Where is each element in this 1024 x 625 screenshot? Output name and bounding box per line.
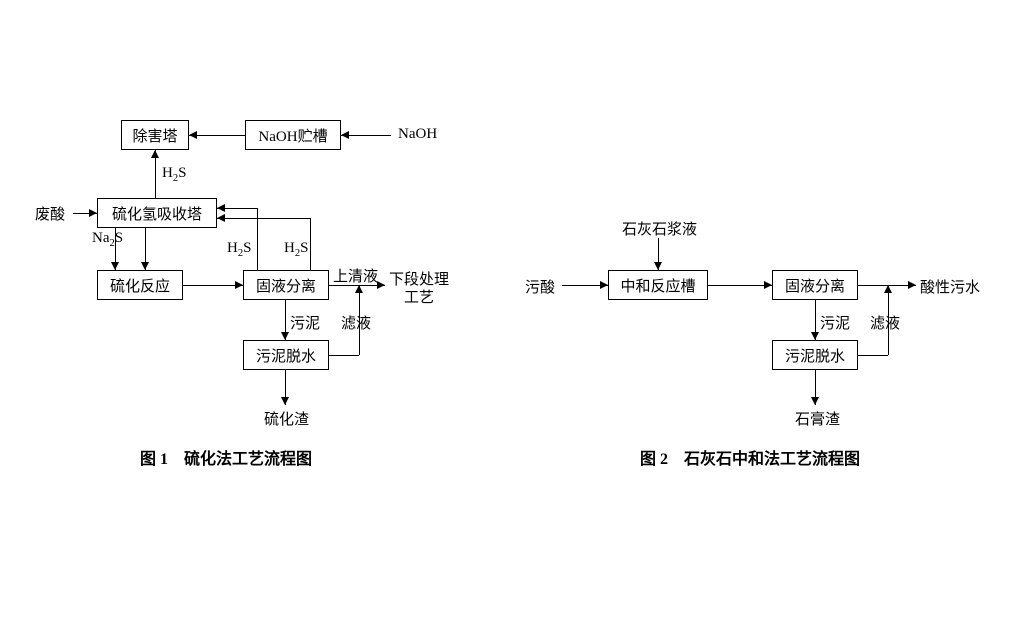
node-sludge-dewater-1: 污泥脱水 (243, 340, 329, 370)
node-label: 固液分离 (256, 275, 316, 296)
label-downstream2: 工艺 (404, 286, 434, 307)
label-sulf-slag: 硫化渣 (264, 408, 309, 429)
label-filtrate-1: 滤液 (341, 312, 371, 333)
node-label: 中和反应槽 (620, 275, 695, 296)
label-h2s-a: H2S (162, 165, 186, 184)
node-label: 固液分离 (785, 275, 845, 296)
caption-fig2: 图 2 石灰石中和法工艺流程图 (640, 445, 860, 469)
diagram-container: 除害塔 NaOH贮槽 NaOH H2S 硫化氢吸收塔 废酸 Na2S 硫化反应 … (0, 0, 1024, 625)
node-solid-liquid-2: 固液分离 (772, 270, 858, 300)
label-h2s-c: H2S (284, 240, 308, 259)
node-sulf-reaction: 硫化反应 (97, 270, 183, 300)
node-label: 污泥脱水 (785, 345, 845, 366)
label-waste-acid: 废酸 (35, 203, 65, 224)
node-sludge-dewater-2: 污泥脱水 (772, 340, 858, 370)
node-neutralize: 中和反应槽 (608, 270, 708, 300)
label-acid-sewage: 酸性污水 (920, 276, 980, 297)
label-sludge-1: 污泥 (290, 312, 320, 333)
label-filtrate-2: 滤液 (870, 312, 900, 333)
node-naoh-tank: NaOH贮槽 (245, 120, 341, 150)
node-h2s-absorb: 硫化氢吸收塔 (97, 198, 217, 228)
node-label: 污泥脱水 (256, 345, 316, 366)
caption-fig1: 图 1 硫化法工艺流程图 (140, 445, 312, 469)
node-label: 除害塔 (132, 125, 177, 146)
node-removal-tower: 除害塔 (121, 120, 189, 150)
label-sludge-2: 污泥 (820, 312, 850, 333)
node-label: 硫化反应 (110, 275, 170, 296)
label-h2s-b: H2S (227, 240, 251, 259)
node-solid-liquid-1: 固液分离 (243, 270, 329, 300)
label-gypsum: 石膏渣 (795, 408, 840, 429)
node-label: NaOH贮槽 (258, 125, 327, 146)
label-waste-acid-2: 污酸 (525, 276, 555, 297)
label-supernatant: 上清液 (333, 265, 378, 286)
node-label: 硫化氢吸收塔 (112, 203, 202, 224)
label-na2s: Na2S (92, 230, 123, 249)
label-naoh-in: NaOH (398, 126, 437, 143)
label-lime-slurry: 石灰石浆液 (622, 218, 697, 239)
